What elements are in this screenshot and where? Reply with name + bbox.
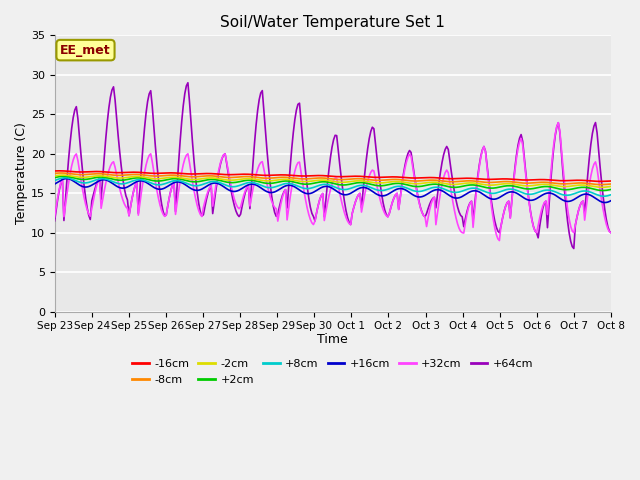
+16cm xyxy=(246,181,253,187)
-8cm xyxy=(57,170,65,176)
Text: EE_met: EE_met xyxy=(60,44,111,57)
+32cm xyxy=(51,214,58,220)
-2cm xyxy=(578,182,586,188)
+8cm xyxy=(237,182,244,188)
-8cm xyxy=(51,170,58,176)
+32cm xyxy=(236,206,243,212)
+8cm xyxy=(218,180,226,186)
-2cm xyxy=(598,184,605,190)
+8cm xyxy=(607,192,615,198)
+16cm xyxy=(237,186,244,192)
-16cm xyxy=(607,178,615,184)
+16cm xyxy=(296,187,303,193)
-8cm xyxy=(607,181,615,187)
-16cm xyxy=(237,171,244,177)
+64cm xyxy=(570,246,578,252)
-8cm xyxy=(598,182,605,188)
+16cm xyxy=(601,200,609,205)
+64cm xyxy=(296,100,303,106)
+64cm xyxy=(51,218,58,224)
-16cm xyxy=(218,171,226,177)
-16cm xyxy=(296,173,303,179)
-2cm xyxy=(246,176,253,181)
+16cm xyxy=(120,185,128,191)
-8cm xyxy=(120,172,128,178)
-16cm xyxy=(578,178,586,183)
+2cm xyxy=(607,187,615,192)
+2cm xyxy=(120,177,128,183)
-16cm xyxy=(56,168,63,174)
-2cm xyxy=(218,176,226,182)
+16cm xyxy=(607,198,615,204)
+64cm xyxy=(119,176,127,182)
-2cm xyxy=(296,179,303,184)
-8cm xyxy=(218,174,226,180)
-2cm xyxy=(120,175,128,180)
Line: +8cm: +8cm xyxy=(54,178,611,196)
+16cm xyxy=(578,192,586,198)
+32cm xyxy=(495,238,503,243)
+16cm xyxy=(218,183,226,189)
+8cm xyxy=(246,180,253,185)
+2cm xyxy=(237,179,244,184)
+2cm xyxy=(578,184,586,190)
-16cm xyxy=(51,168,58,174)
Line: +16cm: +16cm xyxy=(54,179,611,203)
Line: -16cm: -16cm xyxy=(54,171,611,181)
Line: +32cm: +32cm xyxy=(54,123,611,240)
+2cm xyxy=(296,180,303,186)
+2cm xyxy=(51,175,58,180)
Line: +2cm: +2cm xyxy=(54,176,611,191)
+64cm xyxy=(246,206,253,212)
+32cm xyxy=(244,183,252,189)
+2cm xyxy=(218,178,226,184)
+32cm xyxy=(294,160,302,166)
+8cm xyxy=(296,184,303,190)
Legend: -16cm, -8cm, -2cm, +2cm, +8cm, +16cm, +32cm, +64cm: -16cm, -8cm, -2cm, +2cm, +8cm, +16cm, +3… xyxy=(128,355,538,389)
-2cm xyxy=(58,172,66,178)
+8cm xyxy=(120,181,128,187)
+8cm xyxy=(600,193,607,199)
Line: -8cm: -8cm xyxy=(54,173,611,185)
+32cm xyxy=(216,160,224,166)
+8cm xyxy=(61,175,69,180)
-2cm xyxy=(237,176,244,182)
+64cm xyxy=(607,230,615,236)
Line: -2cm: -2cm xyxy=(54,175,611,187)
+2cm xyxy=(600,188,607,193)
+8cm xyxy=(51,178,58,183)
+2cm xyxy=(246,177,253,183)
+8cm xyxy=(578,189,586,194)
-16cm xyxy=(596,179,604,184)
+32cm xyxy=(579,198,587,204)
+64cm xyxy=(579,198,587,204)
+64cm xyxy=(237,211,244,217)
-16cm xyxy=(120,169,128,175)
-16cm xyxy=(246,171,253,177)
-8cm xyxy=(237,174,244,180)
+16cm xyxy=(51,181,58,187)
+64cm xyxy=(184,80,192,85)
+64cm xyxy=(218,156,226,161)
-8cm xyxy=(246,174,253,180)
+2cm xyxy=(60,173,68,179)
+32cm xyxy=(119,197,127,203)
+16cm xyxy=(63,176,71,181)
-2cm xyxy=(51,173,58,179)
Line: +64cm: +64cm xyxy=(54,83,611,249)
-8cm xyxy=(578,180,586,186)
Y-axis label: Temperature (C): Temperature (C) xyxy=(15,122,28,225)
-8cm xyxy=(296,176,303,181)
Title: Soil/Water Temperature Set 1: Soil/Water Temperature Set 1 xyxy=(220,15,445,30)
X-axis label: Time: Time xyxy=(317,333,348,346)
+32cm xyxy=(554,120,562,126)
-2cm xyxy=(607,183,615,189)
+32cm xyxy=(607,230,615,236)
